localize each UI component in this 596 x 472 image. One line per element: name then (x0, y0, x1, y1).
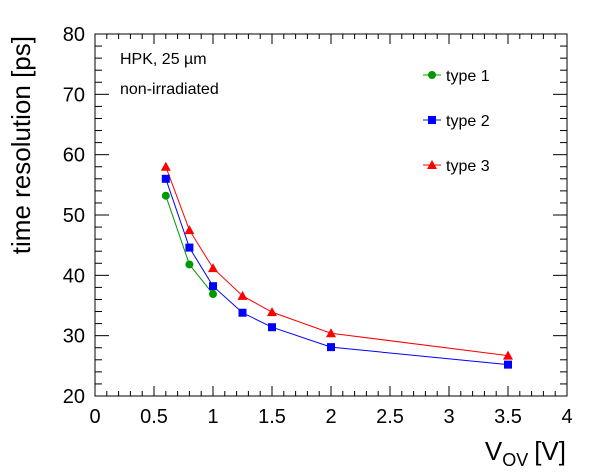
y-tick-label: 80 (63, 24, 85, 46)
data-point-type-1 (209, 290, 217, 299)
series-type-1 (161, 191, 217, 299)
x-tick-label: 3 (443, 406, 454, 428)
data-point-type-3 (503, 350, 513, 360)
legend-label-type-1: type 1 (446, 68, 490, 85)
series-type-2 (161, 174, 512, 369)
x-tick-label: 0.5 (140, 406, 168, 428)
legend-marker-type-1 (428, 71, 436, 79)
legend-marker-type-3 (427, 160, 437, 169)
legend: type 1 type 2 type 3 (423, 68, 490, 175)
data-point-type-2 (185, 243, 194, 252)
y-tick-label: 30 (63, 326, 85, 348)
data-point-type-3 (326, 328, 336, 338)
legend-label-type-2: type 2 (446, 113, 490, 130)
series-line-type-3 (165, 166, 509, 357)
y-axis-title: time resolution [ps] (6, 36, 36, 254)
legend-item-type-2: type 2 (423, 113, 490, 130)
x-tick-label: 2 (325, 406, 336, 428)
x-axis-title-unit: [V] (534, 436, 566, 466)
annotation-condition: non-irradiated (120, 81, 219, 98)
data-point-type-3 (184, 225, 195, 235)
data-point-type-3 (160, 161, 171, 171)
x-tick-label: 3.5 (494, 406, 522, 428)
x-tick-label: 1 (207, 406, 218, 428)
y-tick-label: 70 (63, 84, 85, 106)
data-point-type-2 (238, 308, 247, 317)
y-tick-label: 40 (63, 265, 85, 287)
x-axis-title: VOV [V] (485, 436, 566, 470)
x-tick-label: 1.5 (258, 406, 286, 428)
legend-marker-type-2 (428, 116, 436, 124)
series-layer (160, 161, 513, 369)
x-axis-title-subscript: OV (502, 450, 528, 470)
x-tick-label: 4 (561, 406, 572, 428)
data-point-type-1 (161, 191, 170, 200)
series-type-3 (160, 161, 513, 360)
annotation-detector: HPK, 25 µm (120, 51, 207, 68)
data-point-type-1 (185, 260, 194, 269)
y-tick-label: 60 (63, 145, 85, 167)
data-point-type-3 (267, 307, 277, 317)
legend-item-type-3: type 3 (423, 158, 490, 175)
legend-label-type-3: type 3 (446, 158, 490, 175)
data-point-type-2 (268, 323, 276, 332)
data-point-type-3 (208, 263, 218, 273)
x-tick-label: 0 (89, 406, 100, 428)
data-point-type-3 (237, 290, 248, 300)
y-tick-label: 20 (63, 386, 85, 408)
data-point-type-2 (161, 174, 170, 183)
legend-item-type-1: type 1 (423, 68, 490, 85)
axis-ticks: 0 0.5 1 1.5 2 2.5 3 3.5 4 20 30 40 50 60 70 80 (63, 24, 573, 428)
x-axis-title-symbol: V (485, 436, 503, 466)
data-point-type-2 (327, 343, 335, 352)
data-point-type-2 (504, 360, 512, 369)
y-tick-label: 50 (63, 205, 85, 227)
data-point-type-2 (209, 282, 217, 291)
x-tick-label: 2.5 (376, 406, 404, 428)
